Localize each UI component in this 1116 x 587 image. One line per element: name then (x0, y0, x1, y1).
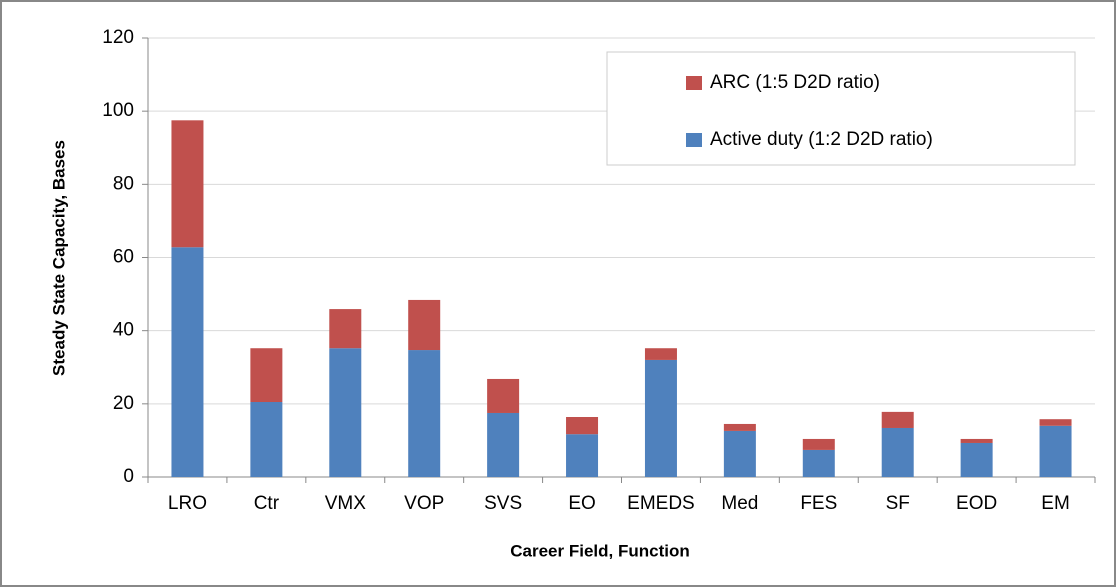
y-tick-label: 100 (102, 100, 134, 121)
bar-segment (644, 359, 677, 477)
bar-segment (329, 348, 362, 477)
y-tick-label: 0 (123, 466, 134, 487)
bar-segment (171, 120, 204, 248)
legend-box (606, 51, 1076, 166)
bar-segment (802, 438, 835, 450)
legend-swatch (686, 76, 702, 90)
x-tick-label: EMEDS (627, 493, 695, 514)
bar-segment (881, 427, 914, 477)
x-tick-label: Med (721, 493, 758, 514)
y-tick-label: 120 (102, 27, 134, 48)
bar-segment (408, 299, 441, 351)
bar-segment (960, 442, 993, 477)
bar-segment (881, 411, 914, 428)
bar-segment (250, 348, 283, 403)
legend-label: Active duty (1:2 D2D ratio) (710, 129, 933, 150)
bar-segment (408, 350, 441, 477)
bar-segment (802, 449, 835, 477)
legend-swatch (686, 133, 702, 147)
x-tick-label: SVS (484, 493, 522, 514)
bar-segment (250, 402, 283, 477)
bar-segment (1039, 425, 1072, 477)
bar-segment (960, 438, 993, 443)
bar-segment (566, 417, 599, 435)
y-tick-label: 40 (113, 320, 134, 341)
x-tick-label: EM (1041, 493, 1070, 514)
bar-segment (644, 348, 677, 360)
bar-segment (329, 309, 362, 349)
x-tick-label: VMX (325, 493, 367, 514)
bar-segment (487, 412, 520, 477)
x-tick-label: FES (800, 493, 837, 514)
y-tick-label: 80 (113, 173, 134, 194)
bar-segment (171, 247, 204, 477)
bar-segment (723, 423, 756, 431)
x-axis-title: Career Field, Function (510, 541, 689, 560)
bar-segment (723, 430, 756, 477)
bar-segment (1039, 419, 1072, 426)
bar-segment (566, 434, 599, 477)
x-tick-label: EO (568, 493, 595, 514)
x-tick-label: Ctr (254, 493, 280, 514)
y-tick-label: 20 (113, 393, 134, 414)
x-tick-label: EOD (956, 493, 997, 514)
x-tick-label: LRO (168, 493, 207, 514)
bar-segment (487, 378, 520, 413)
y-tick-label: 60 (113, 247, 134, 268)
x-tick-label: VOP (404, 493, 444, 514)
x-tick-label: SF (886, 493, 910, 514)
legend-label: ARC (1:5 D2D ratio) (710, 72, 880, 93)
y-axis-title: Steady State Capacity, Bases (49, 140, 68, 376)
